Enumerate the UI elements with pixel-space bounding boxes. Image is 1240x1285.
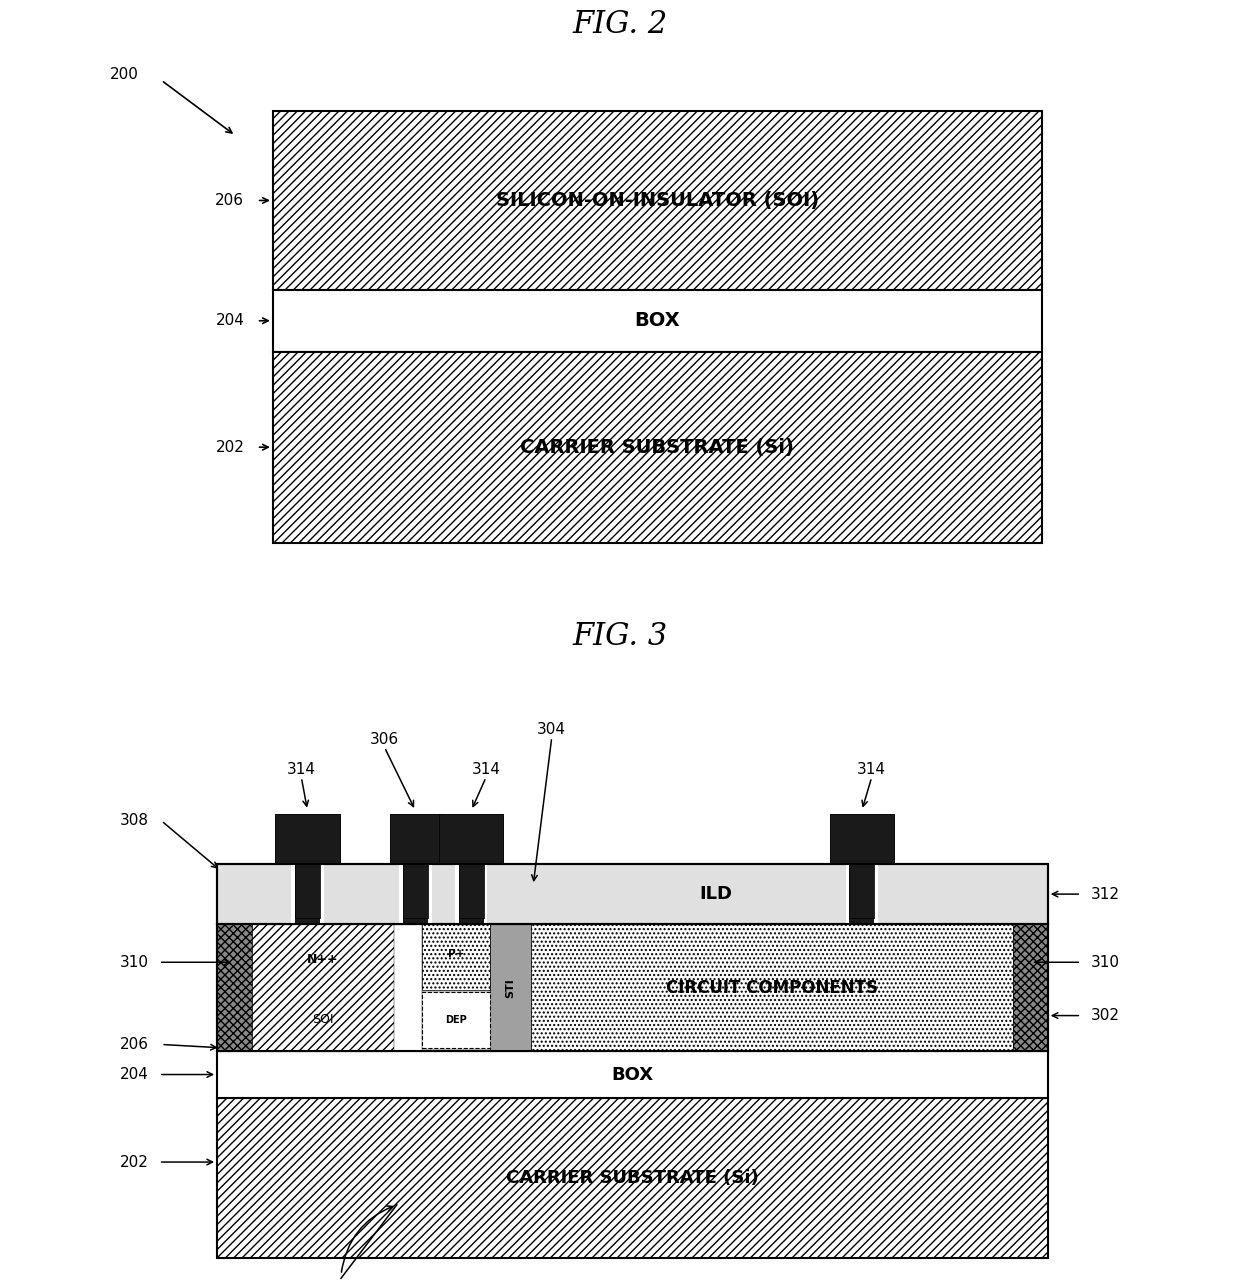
Text: BOX: BOX (611, 1065, 653, 1083)
Bar (252, 924, 394, 1051)
Text: FIG. 2: FIG. 2 (573, 9, 667, 40)
Bar (217, 1097, 1048, 1258)
Text: 314: 314 (286, 762, 316, 777)
Bar (391, 813, 440, 864)
Text: 206: 206 (216, 193, 244, 208)
Bar (830, 813, 894, 864)
Bar (531, 924, 1013, 1051)
Bar (217, 924, 252, 1051)
Text: 204: 204 (216, 314, 244, 328)
Bar (217, 1097, 1048, 1258)
Bar (1013, 924, 1048, 1051)
Bar (217, 1051, 1048, 1097)
Text: 306: 306 (370, 732, 399, 747)
Bar (490, 924, 531, 1051)
Bar (295, 864, 320, 924)
Bar (275, 813, 340, 864)
Text: ILD: ILD (699, 885, 732, 903)
Text: 202: 202 (120, 1154, 149, 1169)
Bar (846, 864, 878, 924)
Text: 200: 200 (109, 67, 139, 81)
Text: 202: 202 (216, 439, 244, 455)
Bar (459, 864, 484, 919)
Bar (403, 864, 428, 924)
Bar (273, 290, 1042, 352)
Text: BOX: BOX (635, 311, 680, 330)
Bar (849, 864, 874, 924)
Bar (439, 813, 503, 864)
Text: CARRIER SUBSTRATE (Si): CARRIER SUBSTRATE (Si) (506, 1169, 759, 1187)
Bar (394, 924, 422, 1051)
Bar (422, 924, 490, 991)
Text: SOI: SOI (312, 1013, 334, 1025)
Bar (217, 864, 1048, 924)
Bar (439, 813, 503, 864)
Bar (459, 864, 484, 924)
Bar (391, 813, 440, 864)
Text: 304: 304 (537, 722, 567, 738)
Text: CARRIER SUBSTRATE (Si): CARRIER SUBSTRATE (Si) (521, 438, 794, 456)
Bar (273, 352, 1042, 542)
Text: 314: 314 (471, 762, 501, 777)
Bar (1013, 924, 1048, 1051)
Text: 308: 308 (120, 813, 149, 828)
Bar (422, 924, 490, 991)
Bar (217, 924, 1048, 1051)
Text: N++: N++ (308, 953, 339, 966)
Text: 310: 310 (120, 955, 149, 970)
Text: 206: 206 (120, 1037, 149, 1052)
Text: CIRCUIT COMPONENTS: CIRCUIT COMPONENTS (666, 979, 878, 997)
Bar (531, 924, 1013, 1051)
Text: 302: 302 (1091, 1007, 1120, 1023)
Bar (217, 924, 1048, 1051)
Bar (217, 924, 252, 1051)
Bar (273, 111, 1042, 290)
Text: 314: 314 (857, 762, 887, 777)
Text: SILICON-ON-INSULATOR (SOI): SILICON-ON-INSULATOR (SOI) (496, 191, 818, 209)
Text: P+: P+ (448, 948, 464, 959)
Bar (291, 864, 324, 924)
Bar (399, 864, 432, 924)
Bar (273, 111, 1042, 290)
Bar (295, 864, 320, 919)
Bar (422, 992, 490, 1047)
Bar (217, 864, 1048, 924)
Text: DEP: DEP (445, 1015, 466, 1025)
Text: FIG. 3: FIG. 3 (573, 622, 667, 653)
Text: 310: 310 (1091, 955, 1120, 970)
Bar (273, 352, 1042, 542)
Text: STI: STI (505, 978, 516, 997)
Text: 312: 312 (1091, 887, 1120, 902)
Bar (455, 864, 487, 924)
Bar (830, 813, 894, 864)
Bar (403, 864, 428, 919)
Bar (252, 924, 394, 1051)
Text: 204: 204 (120, 1067, 149, 1082)
Bar (849, 864, 874, 919)
Bar (275, 813, 340, 864)
